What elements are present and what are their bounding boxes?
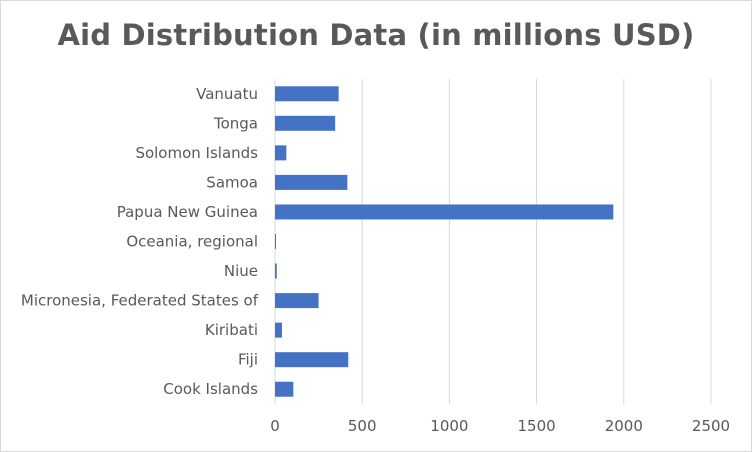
- bar: [275, 352, 349, 368]
- bar: [275, 86, 339, 102]
- category-label: Tonga: [213, 114, 258, 132]
- bar: [275, 322, 282, 338]
- category-label: Papua New Guinea: [117, 203, 258, 221]
- x-tick-label: 0: [270, 417, 280, 435]
- x-tick-label: 1000: [430, 417, 468, 435]
- x-tick-label: 500: [348, 417, 377, 435]
- x-tick-label: 1500: [518, 417, 556, 435]
- category-label: Samoa: [206, 173, 258, 191]
- category-label: Solomon Islands: [135, 144, 258, 162]
- category-label: Cook Islands: [163, 380, 258, 398]
- category-label: Fiji: [238, 351, 258, 369]
- bar: [275, 381, 294, 397]
- bar: [275, 115, 336, 131]
- bar: [275, 174, 348, 190]
- category-label: Micronesia, Federated States of: [21, 292, 259, 310]
- category-label: Niue: [224, 262, 258, 280]
- x-tick-labels: 0 500 1000 1500 2000 2500: [270, 417, 730, 435]
- category-label: Kiribati: [205, 321, 258, 339]
- x-tick-label: 2000: [605, 417, 643, 435]
- chart-title: Aid Distribution Data (in millions USD): [57, 18, 695, 52]
- bar: [275, 293, 319, 309]
- category-label: Oceania, regional: [126, 233, 258, 251]
- category-labels: Cook Islands Fiji Kiribati Micronesia, Fede…: [21, 85, 259, 398]
- x-tick-label: 2500: [692, 417, 730, 435]
- bar: [275, 234, 276, 249]
- bar: [275, 204, 614, 220]
- bar: [275, 263, 277, 279]
- gridlines: [274, 79, 712, 404]
- category-label: Vanuatu: [196, 85, 258, 103]
- bar: [275, 145, 287, 161]
- bars: [275, 86, 614, 397]
